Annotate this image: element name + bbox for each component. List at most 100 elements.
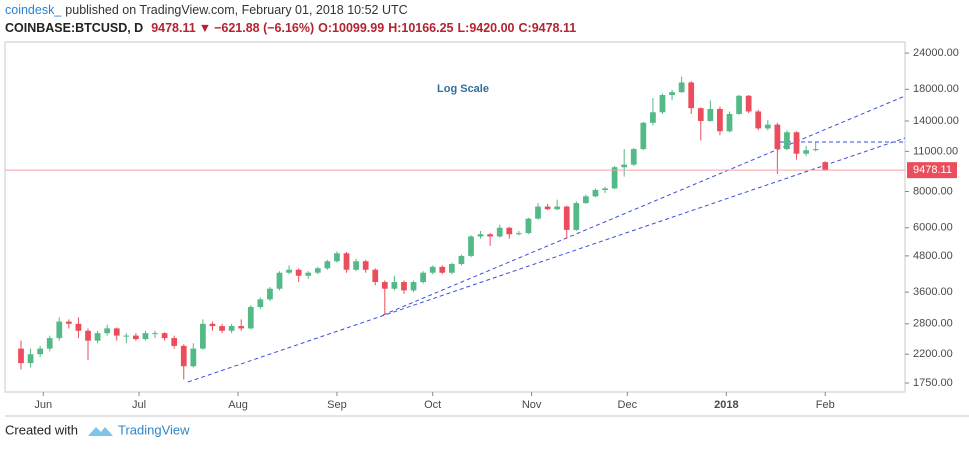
candle-body	[362, 261, 369, 270]
candle-body	[238, 326, 245, 329]
candle-body	[573, 203, 580, 230]
candle-body	[85, 330, 91, 341]
header-line: coindesk_ published on TradingView.com, F…	[5, 3, 408, 17]
candle-body	[717, 108, 723, 132]
candle-body	[37, 348, 44, 355]
candle-body	[113, 328, 120, 336]
candle-body	[305, 272, 312, 276]
candle-body	[812, 149, 819, 151]
candle-body	[669, 92, 675, 96]
candle-body	[525, 218, 532, 234]
x-tick-label: Jul	[132, 399, 146, 411]
candle-body	[774, 124, 781, 150]
candle-body	[458, 255, 465, 265]
candle-body	[324, 261, 331, 269]
candle-body	[496, 227, 503, 237]
candle-body	[640, 122, 647, 150]
candle-body	[391, 282, 398, 289]
candle-body	[506, 227, 513, 235]
candle-body	[228, 326, 235, 331]
high: H:10166.25	[388, 21, 453, 35]
ohlc-line: COINBASE:BTCUSD, D 9478.11 ▼ −621.88 (−6.16…	[5, 21, 576, 35]
candle-body	[468, 236, 474, 256]
published: published on TradingView.com, February 0…	[65, 3, 407, 17]
candle-body	[219, 326, 225, 331]
candle-body	[803, 150, 809, 154]
candle-body	[353, 261, 359, 270]
candle-body	[439, 266, 446, 273]
y-tick-label: 24000.00	[913, 47, 959, 59]
y-tick-label: 14000.00	[913, 115, 959, 127]
candle-body	[583, 196, 589, 204]
y-tick-label: 1750.00	[913, 377, 953, 389]
y-tick-label: 6000.00	[913, 222, 953, 234]
candle-body	[592, 189, 599, 197]
annotation: Log Scale	[437, 83, 489, 95]
candle-body	[477, 234, 484, 237]
candle-body	[420, 272, 426, 283]
candle-body	[448, 264, 455, 273]
candle-body	[688, 82, 695, 109]
trend-line	[382, 95, 906, 316]
y-tick-label: 8000.00	[913, 185, 953, 197]
candle-body	[295, 269, 302, 276]
candle-body	[247, 306, 254, 329]
plot-frame	[4, 41, 906, 393]
change: −621.88 (−6.16%)	[214, 21, 314, 35]
candle-body	[410, 282, 417, 291]
candle-body	[650, 112, 656, 123]
candle-body	[544, 206, 551, 210]
candle-body	[180, 345, 187, 367]
candle-body	[276, 272, 283, 289]
candle-body	[133, 335, 139, 340]
candle-body	[343, 253, 350, 270]
candle-body	[104, 328, 111, 334]
candle-body	[822, 162, 829, 171]
last-price-label: 9478.11	[913, 164, 952, 176]
candle-body	[755, 111, 762, 129]
price: 9478.11	[151, 21, 196, 35]
candle-body	[56, 321, 63, 339]
candle-body	[161, 333, 168, 339]
low: L:9420.00	[458, 21, 515, 35]
candle-body	[697, 108, 704, 121]
candle-body	[200, 323, 206, 349]
candle-body	[707, 108, 714, 121]
candle-body	[745, 95, 752, 112]
candle-body	[94, 333, 101, 341]
candle-body	[286, 269, 292, 273]
candle-body	[630, 149, 637, 165]
candle-body	[171, 338, 178, 346]
footer-created: Created with	[5, 422, 78, 437]
close: C:9478.11	[519, 21, 577, 35]
x-tick-label: Sep	[327, 399, 347, 411]
brand: coindesk_	[5, 3, 62, 17]
candle-body	[784, 132, 790, 150]
candle-body	[401, 282, 407, 291]
footer-brand: TradingView	[118, 422, 190, 437]
candle-body	[267, 288, 273, 300]
candle-body	[27, 354, 34, 364]
x-tick-label: Jun	[34, 399, 52, 411]
trend-lines	[187, 95, 906, 383]
symbol: COINBASE:BTCUSD, D	[5, 21, 143, 35]
trend-line	[187, 137, 906, 383]
candle-body	[726, 113, 733, 132]
y-tick-label: 18000.00	[913, 83, 959, 95]
x-tick-label: Feb	[816, 399, 835, 411]
candle-body	[611, 167, 618, 189]
candle-body	[257, 299, 264, 307]
candle-body	[142, 333, 149, 340]
x-tick-label: Dec	[618, 399, 638, 411]
y-tick-label: 2800.00	[913, 318, 953, 330]
x-tick-label: Oct	[424, 399, 441, 411]
candle-body	[372, 269, 379, 283]
candle-body	[736, 95, 742, 114]
candle-body	[190, 348, 197, 367]
y-tick-label: 3600.00	[913, 286, 953, 298]
candle-body	[563, 206, 570, 230]
candle-body	[152, 333, 158, 335]
candle-body	[18, 348, 24, 364]
